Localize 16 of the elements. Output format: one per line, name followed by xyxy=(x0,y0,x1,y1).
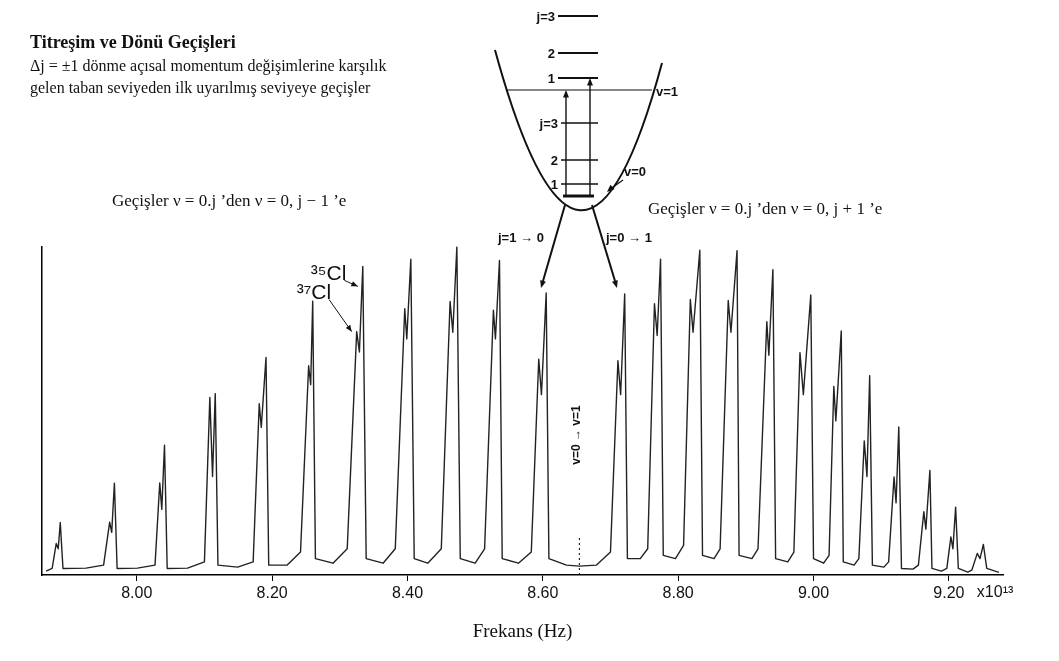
x-tick-label: 8.20 xyxy=(256,584,288,602)
text: j=1 → 0 xyxy=(497,230,544,245)
x-tick-label: 9.20 xyxy=(933,584,965,602)
x-tick-label: 8.00 xyxy=(121,584,153,602)
text: j=0 → 1 xyxy=(605,230,652,245)
x-axis-title: Frekans (Hz) xyxy=(472,619,573,642)
text: x10¹³ xyxy=(976,583,1014,601)
text: Geçişler ν = 0.j ’den ν = 0, j − 1 ’e xyxy=(112,191,347,211)
x-tick-label: 8.40 xyxy=(391,584,424,602)
text: Geçişler ν = 0.j ’den ν = 0, j + 1 ’e xyxy=(648,199,883,219)
chart-title: Titreşim ve Dönü Geçişleri xyxy=(30,32,237,53)
annotation: v=0 → v=1 xyxy=(568,404,583,465)
x-tick-label: 8.60 xyxy=(527,584,559,602)
x-tick-label: 8.80 xyxy=(662,584,694,602)
x-tick-label: 9.00 xyxy=(797,584,830,602)
chart-subtitle: Δj = ±1 dönme açısal momentum değişimlerine karşılık gelen taban seviyeden ilk uyarılmış seviyeye geçişler xyxy=(30,56,388,99)
